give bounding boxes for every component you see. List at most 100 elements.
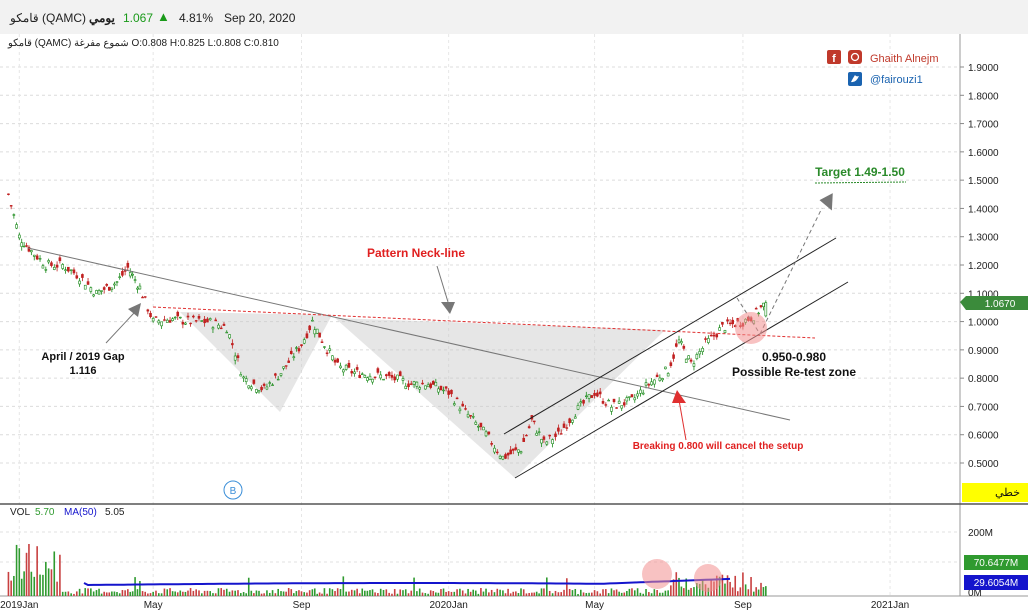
- candle-body: [418, 387, 421, 390]
- volume-bar: [217, 588, 220, 596]
- candle-body: [211, 327, 215, 330]
- top-info-bar: قامكو (QAMC) يومي 1.067 ▲ 4.81% Sep 20, …: [0, 0, 1028, 35]
- candle-body: [568, 418, 571, 424]
- candle-body: [576, 405, 580, 410]
- candle-body: [554, 433, 557, 437]
- volume-bar: [144, 591, 147, 596]
- candle-body: [548, 434, 552, 437]
- candle-body: [661, 378, 664, 381]
- volume-bar: [391, 593, 393, 596]
- volume-bar: [268, 592, 271, 596]
- candle-body: [121, 271, 124, 276]
- price-tick-label: 1.0000: [968, 318, 999, 329]
- volume-bar: [757, 589, 760, 596]
- volume-bar: [548, 590, 551, 596]
- candle-body: [315, 328, 319, 334]
- volume-bar: [371, 589, 374, 596]
- candle-body: [38, 258, 42, 260]
- candle-body: [302, 339, 306, 344]
- candle-body: [682, 345, 686, 349]
- time-tick-label: Sep: [293, 600, 311, 611]
- volume-bar: [762, 587, 765, 596]
- candle-body: [255, 389, 258, 393]
- volume-bar: [482, 591, 485, 596]
- volume-bar: [92, 591, 95, 596]
- volume-bar: [413, 577, 415, 596]
- candle-body: [342, 369, 345, 373]
- volume-bar: [602, 589, 604, 596]
- candle-body: [279, 373, 283, 376]
- price-gridlines: [0, 34, 960, 596]
- candle-body: [514, 447, 518, 450]
- candle-body: [509, 449, 512, 455]
- candle-body: [30, 250, 33, 253]
- candle-body: [385, 374, 388, 377]
- target-arrow-icon: [819, 193, 833, 211]
- volume-bar: [187, 590, 189, 596]
- volume-bar: [374, 592, 376, 596]
- volume-bar: [546, 577, 548, 596]
- candle-body: [115, 281, 119, 283]
- candle-body: [464, 408, 467, 410]
- price-tick-label: 0.8000: [968, 374, 999, 385]
- svg-text:f: f: [832, 53, 836, 65]
- volume-bar: [613, 590, 615, 596]
- candle-body: [615, 407, 618, 409]
- candle-body: [382, 378, 385, 381]
- breaking-arrow-icon: [672, 390, 686, 403]
- chart-canvas[interactable]: قامكو (QAMC) شموع مفرغة O:0.808 H:0.825 …: [0, 34, 1028, 612]
- candle-body: [653, 379, 656, 385]
- volume-bar: [274, 593, 277, 596]
- scale-toggle[interactable]: [962, 483, 1028, 502]
- last-price-badge: 1.0670: [960, 296, 1028, 310]
- volume-bar: [348, 591, 350, 596]
- candle-body: [366, 377, 369, 381]
- candle-body: [409, 383, 413, 385]
- candle-body: [687, 355, 690, 360]
- candle-body: [360, 373, 364, 375]
- candle-body: [81, 274, 84, 278]
- volume-bar: [639, 592, 642, 596]
- volume-bar: [551, 593, 554, 596]
- volume-bar: [421, 592, 424, 596]
- volume-bar: [189, 588, 192, 596]
- volume-bar: [350, 589, 353, 596]
- candle-body: [517, 449, 520, 453]
- volume-bar: [303, 592, 306, 596]
- volume-bar: [141, 591, 144, 596]
- event-marker-b[interactable]: [223, 480, 243, 500]
- candle-body: [313, 329, 317, 335]
- volume-bar: [618, 591, 620, 596]
- candle-body: [704, 338, 707, 340]
- candle-body: [407, 383, 410, 388]
- volume-bar: [98, 588, 100, 596]
- candle-body: [252, 379, 256, 384]
- candle-body: [344, 364, 348, 370]
- volume-bar: [456, 589, 458, 596]
- candle-body: [542, 436, 546, 440]
- volume-bar: [693, 587, 695, 596]
- candle-body: [171, 318, 174, 321]
- last-price-label: 1.0670: [985, 299, 1016, 310]
- volume-bar: [429, 590, 432, 596]
- target-label: Target 1.49-1.50: [815, 165, 905, 179]
- volume-bar: [522, 589, 525, 596]
- symbol-title[interactable]: قامكو (QAMC): [10, 11, 86, 25]
- candle-body: [110, 287, 114, 290]
- candle-body: [58, 257, 62, 262]
- volume-bar: [432, 591, 435, 596]
- volume-bar: [342, 576, 345, 596]
- volume-bar: [73, 593, 75, 596]
- volume-bar: [731, 587, 734, 596]
- volume-bar: [203, 590, 206, 596]
- time-tick-label: 2020Jan: [429, 600, 467, 611]
- price-axis: 1.9000 1.8000 1.7000 1.6000 1.5000 1.4000 1.30…: [960, 63, 999, 470]
- volume-bar: [328, 588, 331, 596]
- volume-bar: [631, 588, 633, 596]
- volume-bar: [28, 543, 30, 596]
- period-label[interactable]: يومي: [89, 11, 115, 25]
- candle-body: [447, 390, 450, 395]
- volume-bar: [116, 592, 118, 596]
- volume-bar: [100, 593, 103, 596]
- candle-body: [429, 383, 433, 388]
